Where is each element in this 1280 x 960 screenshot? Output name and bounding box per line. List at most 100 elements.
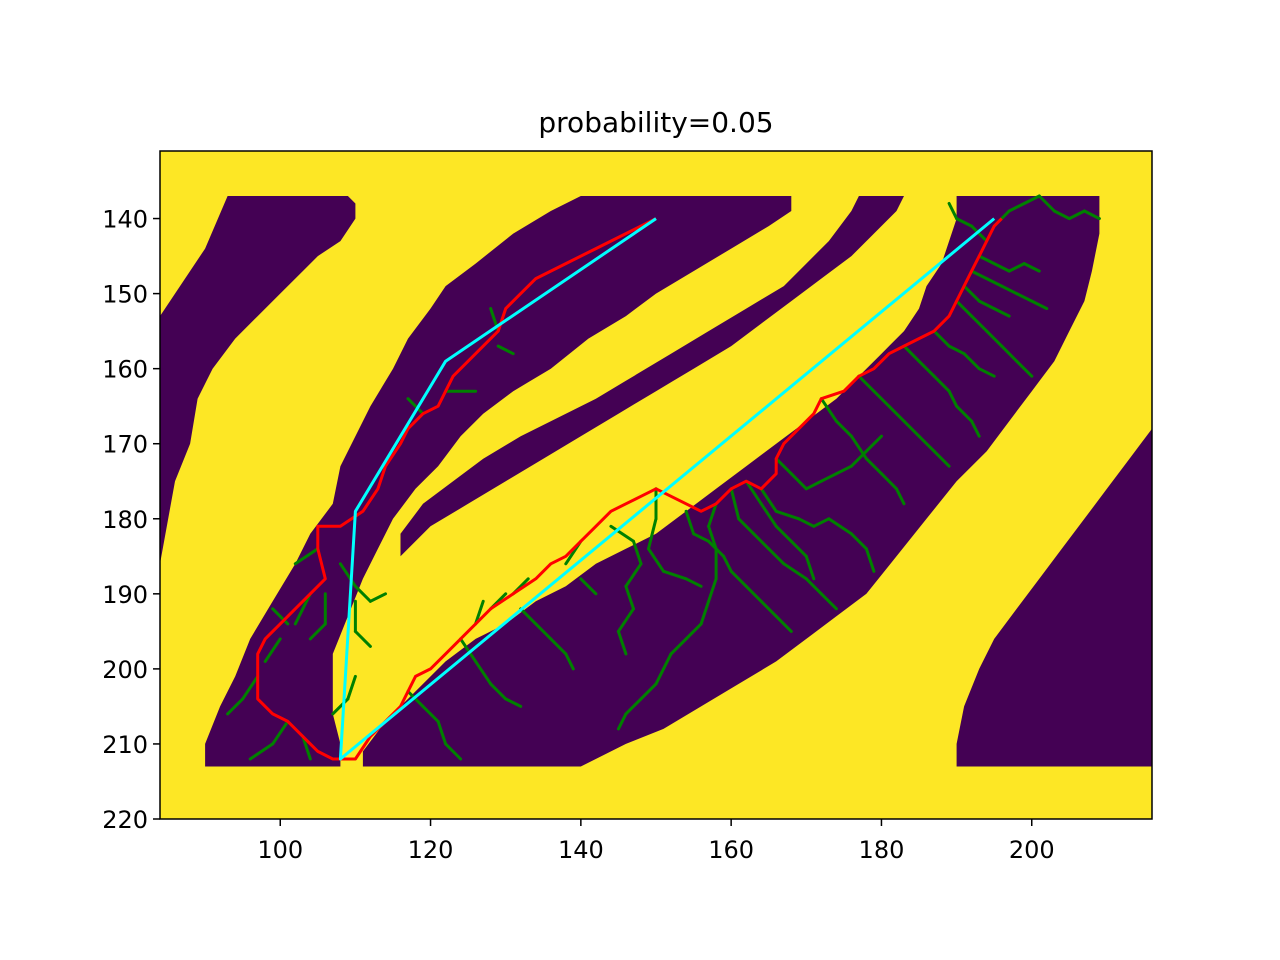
tree-edge [774,509,801,521]
tree-edge [812,517,831,528]
tree-edge [752,532,771,551]
tree-edge [293,592,312,626]
tree-edge [827,517,853,536]
tree-edge [804,554,816,581]
tree-edge [1007,202,1026,213]
tree-edge [1000,344,1019,363]
tree-edge [789,539,808,558]
tree-edge [955,217,974,228]
tree-edge [436,719,448,746]
tree-edge [767,547,786,566]
raw-path-line [256,217,1003,761]
tree-edge [985,277,1004,288]
y-tick-label: 160 [102,356,148,384]
tree-edge [804,577,823,596]
obstacle-upper-mid-band [205,196,792,767]
tree-edge [609,524,635,543]
tree-edge [564,652,575,671]
tree-edge [406,397,425,416]
tree-edge [722,554,733,573]
tree-edge [684,622,703,641]
tree-edge [774,614,793,633]
tree-edge [662,569,688,581]
x-tick-label: 100 [257,836,303,864]
tree-edge [1022,194,1041,205]
tree-edge [241,674,260,701]
tree-edge [864,547,876,573]
tree-edge [977,299,996,311]
tree-edge [338,562,357,588]
tree-edge [970,419,981,438]
tree-edge [308,622,327,641]
tree-edge [662,652,673,671]
tree-edge [534,622,553,641]
tree-edge [834,419,853,438]
tree-edge [782,562,808,581]
tree-edge [962,284,981,303]
tree-edge [985,329,1004,348]
tree-edge [496,344,515,356]
tree-edge [421,704,440,723]
tree-edge [474,599,485,626]
y-tick-label: 150 [102,281,148,309]
tree-edge [992,262,1011,273]
chart-title: probability=0.05 [538,106,773,139]
tree-edge [729,569,748,588]
tree-edge [962,352,981,371]
tree-edge [616,607,635,633]
tree-edge [707,502,718,528]
tree-edge [872,389,891,408]
tree-edge [444,742,463,761]
rrt-tree-layer [226,194,1101,761]
tree-edge [616,629,628,656]
tree-edge [917,434,936,453]
obstacle-lower-main-band [362,196,1100,767]
tree-edge [977,367,996,378]
tree-edge [489,682,508,701]
tree-edge [346,674,357,701]
tree-edge [849,532,868,551]
tree-edge [684,577,703,588]
tree-edge [774,457,793,476]
tree-edge [797,517,816,528]
tree-edge [301,734,312,761]
plot-area [160,151,1152,819]
tree-edge [977,254,996,266]
tree-edge [992,307,1011,318]
obstacle-left-band [160,196,356,564]
tree-edge [947,344,966,356]
tree-edge [932,374,951,393]
tree-edge [917,359,936,378]
tree-edge [353,629,372,648]
tree-edge [271,719,290,746]
tree-edge [737,517,756,536]
tree-edge [774,524,793,543]
tree-edge [932,449,951,468]
tree-edge [639,682,658,701]
tree-edge [474,659,493,686]
smoothed-path-line [338,217,996,761]
tree-edge [1052,209,1071,221]
tree-edge [857,374,876,393]
y-tick-label: 210 [102,731,148,759]
tree-edge [1007,262,1026,273]
tree-edge [759,599,778,618]
tree-edge [647,517,658,551]
plot-frame [159,150,1153,820]
tree-edge [669,637,688,656]
tree-edge [819,397,838,423]
tree-edge [744,584,763,603]
tree-edge [902,344,921,363]
tree-edge [293,547,320,566]
tree-edge [1015,292,1034,303]
tree-edge [263,637,282,663]
tree-edge [519,607,538,626]
x-tick-label: 200 [1009,836,1055,864]
tree-edge [579,577,598,596]
tree-edge [895,487,906,506]
tree-edge [789,472,808,491]
x-tick-label: 160 [708,836,754,864]
tree-edge [947,202,959,221]
tree-edge [271,607,290,626]
obstacle-lower-right-band [956,428,1152,767]
